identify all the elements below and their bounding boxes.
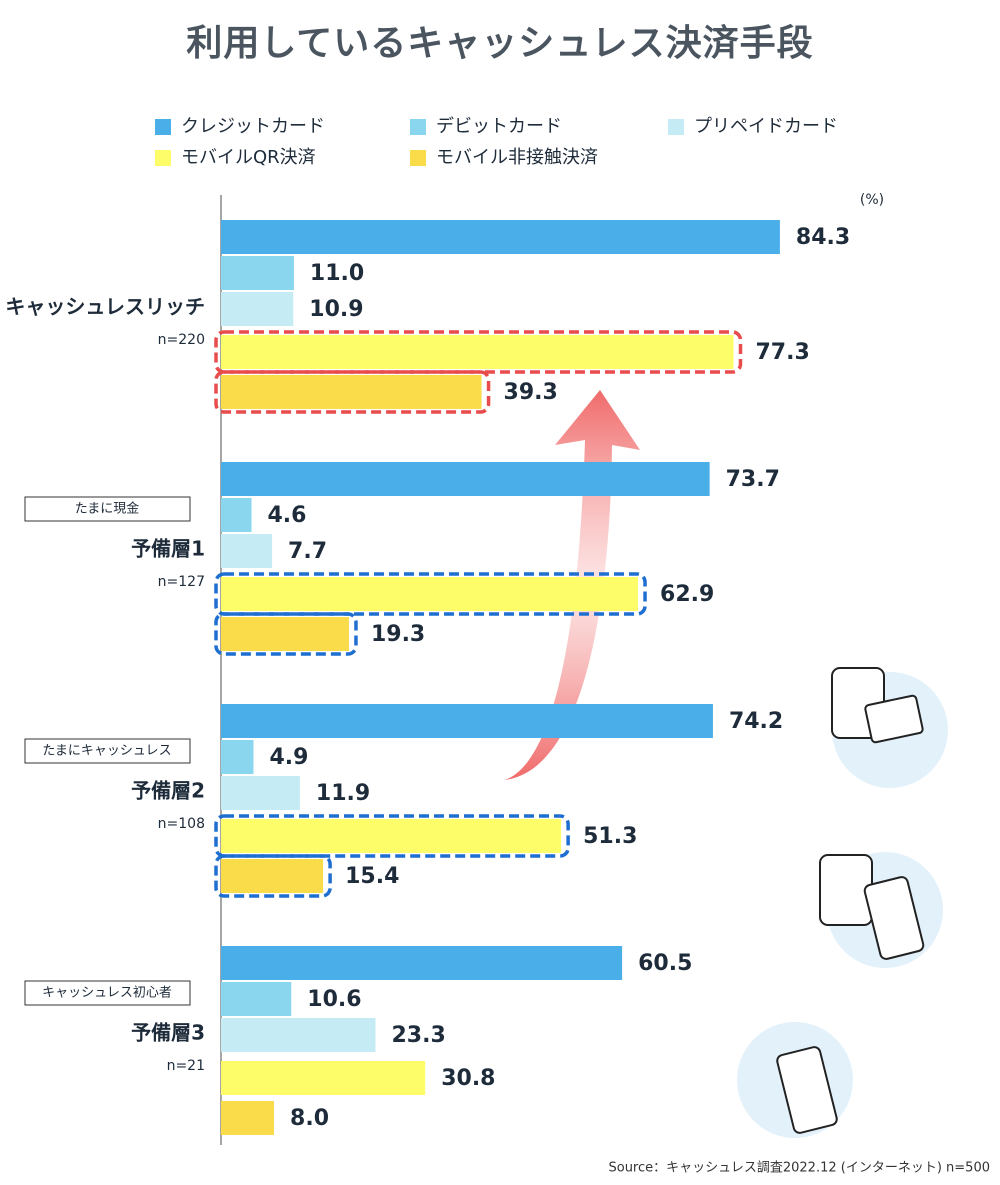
legend-swatch bbox=[668, 119, 684, 135]
bar bbox=[221, 819, 562, 853]
value-label: 4.9 bbox=[269, 745, 308, 770]
bar bbox=[221, 982, 292, 1016]
bar bbox=[221, 498, 252, 532]
tag-label: キャッシュレス初心者 bbox=[42, 986, 172, 1001]
tag-box bbox=[24, 738, 191, 764]
value-label: 23.3 bbox=[391, 1023, 445, 1048]
legend-swatch bbox=[410, 119, 426, 135]
value-label: 10.6 bbox=[307, 987, 361, 1012]
highlight-box bbox=[214, 814, 570, 858]
bar bbox=[221, 740, 254, 774]
legend-swatch bbox=[410, 150, 426, 166]
value-label: 51.3 bbox=[583, 824, 637, 849]
value-label: 74.2 bbox=[729, 709, 783, 734]
value-label: 77.3 bbox=[755, 340, 809, 365]
sample-size: n=220 bbox=[158, 332, 205, 348]
legend-swatch bbox=[155, 119, 171, 135]
bar bbox=[221, 375, 482, 409]
value-label: 4.6 bbox=[267, 503, 306, 528]
bar bbox=[221, 1101, 275, 1135]
legend-swatch bbox=[155, 150, 171, 166]
category-label: 予備層1 bbox=[131, 537, 205, 561]
bar bbox=[221, 1018, 376, 1052]
legend-label: モバイルQR決済 bbox=[181, 147, 316, 168]
bar bbox=[221, 534, 273, 568]
value-label: 7.7 bbox=[288, 539, 327, 564]
legend-label: モバイル非接触決済 bbox=[436, 147, 598, 168]
highlight-box bbox=[214, 370, 491, 414]
chart-title: 利用しているキャッシュレス決済手段 bbox=[186, 23, 813, 64]
value-label: 73.7 bbox=[726, 467, 780, 492]
tag-box bbox=[24, 980, 191, 1006]
highlight-box bbox=[214, 854, 332, 898]
value-label: 19.3 bbox=[371, 622, 425, 647]
bar bbox=[221, 776, 300, 810]
icon bbox=[863, 876, 925, 960]
bar bbox=[221, 704, 713, 738]
value-label: 15.4 bbox=[345, 864, 399, 889]
value-label: 84.3 bbox=[796, 225, 850, 250]
sample-size: n=127 bbox=[158, 574, 205, 590]
bar bbox=[221, 462, 710, 496]
bar bbox=[221, 859, 324, 893]
bar bbox=[221, 617, 349, 651]
tag-label: たまにキャッシュレス bbox=[42, 744, 171, 759]
legend-label: プリペイドカード bbox=[694, 116, 838, 137]
bar bbox=[221, 1061, 426, 1095]
bar bbox=[221, 946, 623, 980]
source: Source：キャッシュレス調査2022.12 (インターネット) n=500 bbox=[608, 1161, 990, 1176]
bar bbox=[221, 220, 780, 254]
bar bbox=[221, 335, 734, 369]
value-label: 39.3 bbox=[504, 380, 558, 405]
value-label: 60.5 bbox=[638, 951, 692, 976]
icon bbox=[776, 1046, 838, 1134]
highlight-box bbox=[214, 330, 743, 374]
value-label: 30.8 bbox=[441, 1066, 495, 1091]
value-label: 11.0 bbox=[310, 261, 364, 286]
value-label: 11.9 bbox=[316, 781, 370, 806]
tag-box bbox=[24, 496, 191, 522]
unit-label: (%) bbox=[860, 192, 884, 208]
sample-size: n=21 bbox=[167, 1058, 205, 1074]
value-label: 8.0 bbox=[290, 1106, 329, 1131]
category-label: 予備層2 bbox=[131, 779, 205, 803]
value-label: 10.9 bbox=[309, 297, 363, 322]
icon bbox=[864, 694, 924, 744]
category-label: 予備層3 bbox=[131, 1021, 205, 1045]
highlight-box bbox=[214, 572, 647, 616]
legend-label: デビットカード bbox=[436, 116, 562, 137]
tag-label: たまに現金 bbox=[75, 501, 140, 517]
category-label: キャッシュレスリッチ bbox=[5, 295, 205, 319]
sample-size: n=108 bbox=[158, 816, 205, 832]
highlight-box bbox=[214, 612, 358, 656]
bar bbox=[221, 292, 294, 326]
bar bbox=[221, 577, 639, 611]
bar bbox=[221, 256, 294, 290]
value-label: 62.9 bbox=[660, 582, 714, 607]
legend-label: クレジットカード bbox=[181, 116, 325, 137]
